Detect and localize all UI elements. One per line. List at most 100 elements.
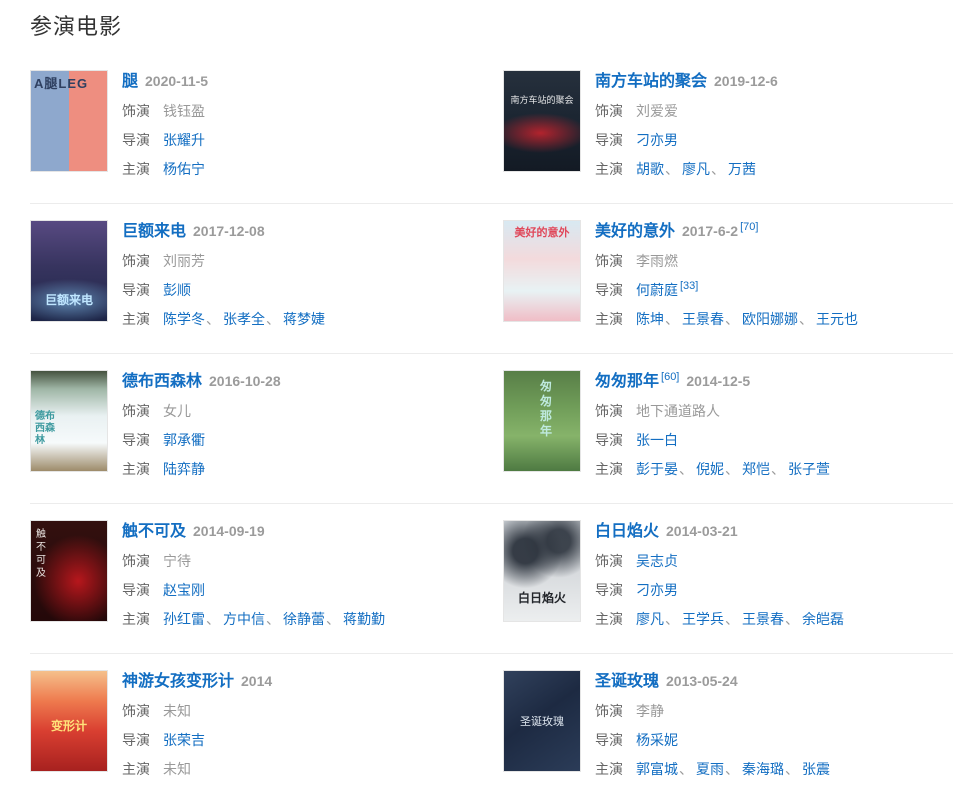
movie-title-link[interactable]: 神游女孩变形计 — [122, 673, 235, 690]
cast-name[interactable]: 王景春 — [742, 611, 784, 627]
cast-name[interactable]: 杨佑宁 — [163, 161, 205, 177]
role-value: 地下通道路人 — [636, 403, 720, 419]
poster-title-text: 南方车站的聚会 — [510, 95, 574, 105]
movie-title-link[interactable]: 南方车站的聚会 — [595, 73, 708, 90]
reference-sup[interactable]: [60] — [661, 370, 680, 383]
movie-poster[interactable]: 美好的意外 — [503, 220, 581, 322]
movie-list: A腿LEG 腿 2020-11-5 饰演 钱钰盈 导演 张耀升 主演 杨佑宁 南方车站的… — [30, 54, 953, 803]
director-value: 刁亦男 — [636, 132, 678, 148]
director-link[interactable]: 张一白 — [636, 432, 678, 448]
director-link[interactable]: 刁亦男 — [636, 132, 678, 148]
movie-info: 圣诞玫瑰 2013-05-24 饰演 李静 导演 杨采妮 主演 郭富城、 夏雨、 秦海璐、张… — [595, 670, 830, 779]
cast-name[interactable]: 余皑磊 — [802, 611, 844, 627]
movie-title-link[interactable]: 腿 — [122, 73, 139, 90]
cast-name[interactable]: 方中信 — [223, 611, 265, 627]
cast-name[interactable]: 陈学冬 — [163, 311, 205, 327]
movie-poster[interactable]: A腿LEG — [30, 70, 108, 172]
cast-name[interactable]: 倪妮 — [696, 461, 724, 477]
release-date: 2014-03-21 — [666, 523, 738, 539]
cast-name[interactable]: 郭富城 — [636, 761, 678, 777]
starring-label: 主演 — [595, 161, 623, 177]
starring-line: 主演 杨佑宁 — [122, 159, 208, 179]
cast-name[interactable]: 王学兵 — [682, 611, 724, 627]
release-date: 2017-12-08 — [193, 223, 265, 239]
director-link[interactable]: 刁亦男 — [636, 582, 678, 598]
cast-name[interactable]: 陆弈静 — [163, 461, 205, 477]
director-link[interactable]: 彭顺 — [163, 282, 191, 298]
cast-value: 胡歌、 廖凡、 万茜 — [636, 161, 756, 177]
movie-poster[interactable]: 巨额来电 — [30, 220, 108, 322]
cast-name[interactable]: 徐静蕾 — [283, 611, 325, 627]
cast-name[interactable]: 万茜 — [728, 161, 756, 177]
role-value[interactable]: 吴志贞 — [636, 553, 678, 569]
reference-sup[interactable]: [70] — [740, 220, 759, 233]
movie-poster[interactable]: 白日焰火 — [503, 520, 581, 622]
movie-title-link[interactable]: 触不可及 — [122, 523, 187, 540]
movie-poster[interactable]: 德布西森林 — [30, 370, 108, 472]
movie-poster[interactable]: 匆匆那年 — [503, 370, 581, 472]
movie-title-link[interactable]: 白日焰火 — [595, 523, 660, 540]
cast-name[interactable]: 廖凡 — [636, 611, 664, 627]
poster-title-text: 圣诞玫瑰 — [520, 716, 564, 728]
cast-separator: 、 — [711, 161, 725, 177]
poster-title-text: 美好的意外 — [514, 227, 570, 239]
cast-name[interactable]: 张子萱 — [788, 461, 830, 477]
movie-card: 变形计 神游女孩变形计 2014 饰演 未知 导演 张荣吉 主演 未知 — [30, 654, 503, 803]
director-link[interactable]: 郭承衢 — [163, 432, 205, 448]
cast-name[interactable]: 张孝全 — [223, 311, 265, 327]
director-link[interactable]: 张耀升 — [163, 132, 205, 148]
movie-title-link[interactable]: 巨额来电 — [122, 223, 187, 240]
director-line: 导演 何蔚庭 [33] — [595, 280, 858, 300]
cast-name[interactable]: 王景春 — [682, 311, 724, 327]
movie-card: 南方车站的聚会 南方车站的聚会 2019-12-6 饰演 刘爱爱 导演 刁亦男 主演胡… — [503, 54, 953, 203]
cast-name[interactable]: 张震 — [802, 761, 830, 777]
movie-row: 巨额来电 巨额来电 2017-12-08 饰演 刘丽芳 导演 彭顺 主演 陈学冬、 张孝全… — [30, 203, 953, 353]
movie-title-line: 匆匆那年 [60] 2014-12-5 — [595, 371, 830, 392]
director-link[interactable]: 何蔚庭 — [636, 282, 678, 298]
director-link[interactable]: 赵宝刚 — [163, 582, 205, 598]
reference-sup[interactable]: [33] — [680, 280, 699, 293]
cast-name[interactable]: 蒋勤勤 — [343, 611, 385, 627]
role-label: 饰演 — [122, 703, 150, 719]
cast-separator: 、 — [725, 611, 739, 627]
cast-separator: 、 — [206, 611, 220, 627]
movie-poster[interactable]: 触不可及 — [30, 520, 108, 622]
cast-name[interactable]: 陈坤 — [636, 311, 664, 327]
cast-name[interactable]: 孙红雷 — [163, 611, 205, 627]
director-label: 导演 — [595, 432, 623, 448]
cast-name[interactable]: 胡歌 — [636, 161, 664, 177]
movie-title-link[interactable]: 匆匆那年 — [595, 373, 660, 390]
movie-info: 匆匆那年 [60] 2014-12-5 饰演 地下通道路人 导演 张一白 主演 彭于晏、倪… — [595, 370, 830, 479]
director-label: 导演 — [595, 282, 623, 298]
poster-title-text: 德布西森林 — [35, 411, 55, 446]
cast-name[interactable]: 蒋梦婕 — [283, 311, 325, 327]
cast-separator: 、 — [785, 761, 799, 777]
director-value: 何蔚庭 [33] — [636, 280, 699, 298]
cast-name[interactable]: 彭于晏 — [636, 461, 678, 477]
cast-value: 郭富城、 夏雨、 秦海璐、 张震 — [636, 761, 830, 777]
role-line: 饰演 刘爱爱 — [595, 101, 778, 121]
cast-name[interactable]: 秦海璐 — [742, 761, 784, 777]
director-link[interactable]: 张荣吉 — [163, 732, 205, 748]
movie-poster[interactable]: 变形计 — [30, 670, 108, 772]
starring-line: 主演 陈学冬、 张孝全、 蒋梦婕 — [122, 309, 325, 329]
poster-title-text: 匆匆那年 — [540, 379, 553, 438]
movie-poster[interactable]: 南方车站的聚会 — [503, 70, 581, 172]
cast-name[interactable]: 王元也 — [816, 311, 858, 327]
cast-name[interactable]: 郑恺 — [742, 461, 770, 477]
director-link[interactable]: 杨采妮 — [636, 732, 678, 748]
director-label: 导演 — [595, 732, 623, 748]
cast-name[interactable]: 夏雨 — [696, 761, 724, 777]
cast-name[interactable]: 欧阳娜娜 — [742, 311, 798, 327]
movie-card: 巨额来电 巨额来电 2017-12-08 饰演 刘丽芳 导演 彭顺 主演 陈学冬、 张孝全… — [30, 204, 503, 353]
cast-name[interactable]: 廖凡 — [682, 161, 710, 177]
director-value: 郭承衢 — [163, 432, 205, 448]
movie-poster[interactable]: 圣诞玫瑰 — [503, 670, 581, 772]
cast-separator: 、 — [206, 311, 220, 327]
movie-title-link[interactable]: 圣诞玫瑰 — [595, 673, 660, 690]
movie-title-link[interactable]: 美好的意外 — [595, 223, 676, 240]
movie-title-link[interactable]: 德布西森林 — [122, 373, 203, 390]
role-label: 饰演 — [595, 703, 623, 719]
role-value: 钱钰盈 — [163, 103, 205, 119]
movie-info: 美好的意外 2017-6-2 [70] 饰演 李雨燃 导演 何蔚庭 [33] 主演 陈坤、王… — [595, 220, 858, 329]
